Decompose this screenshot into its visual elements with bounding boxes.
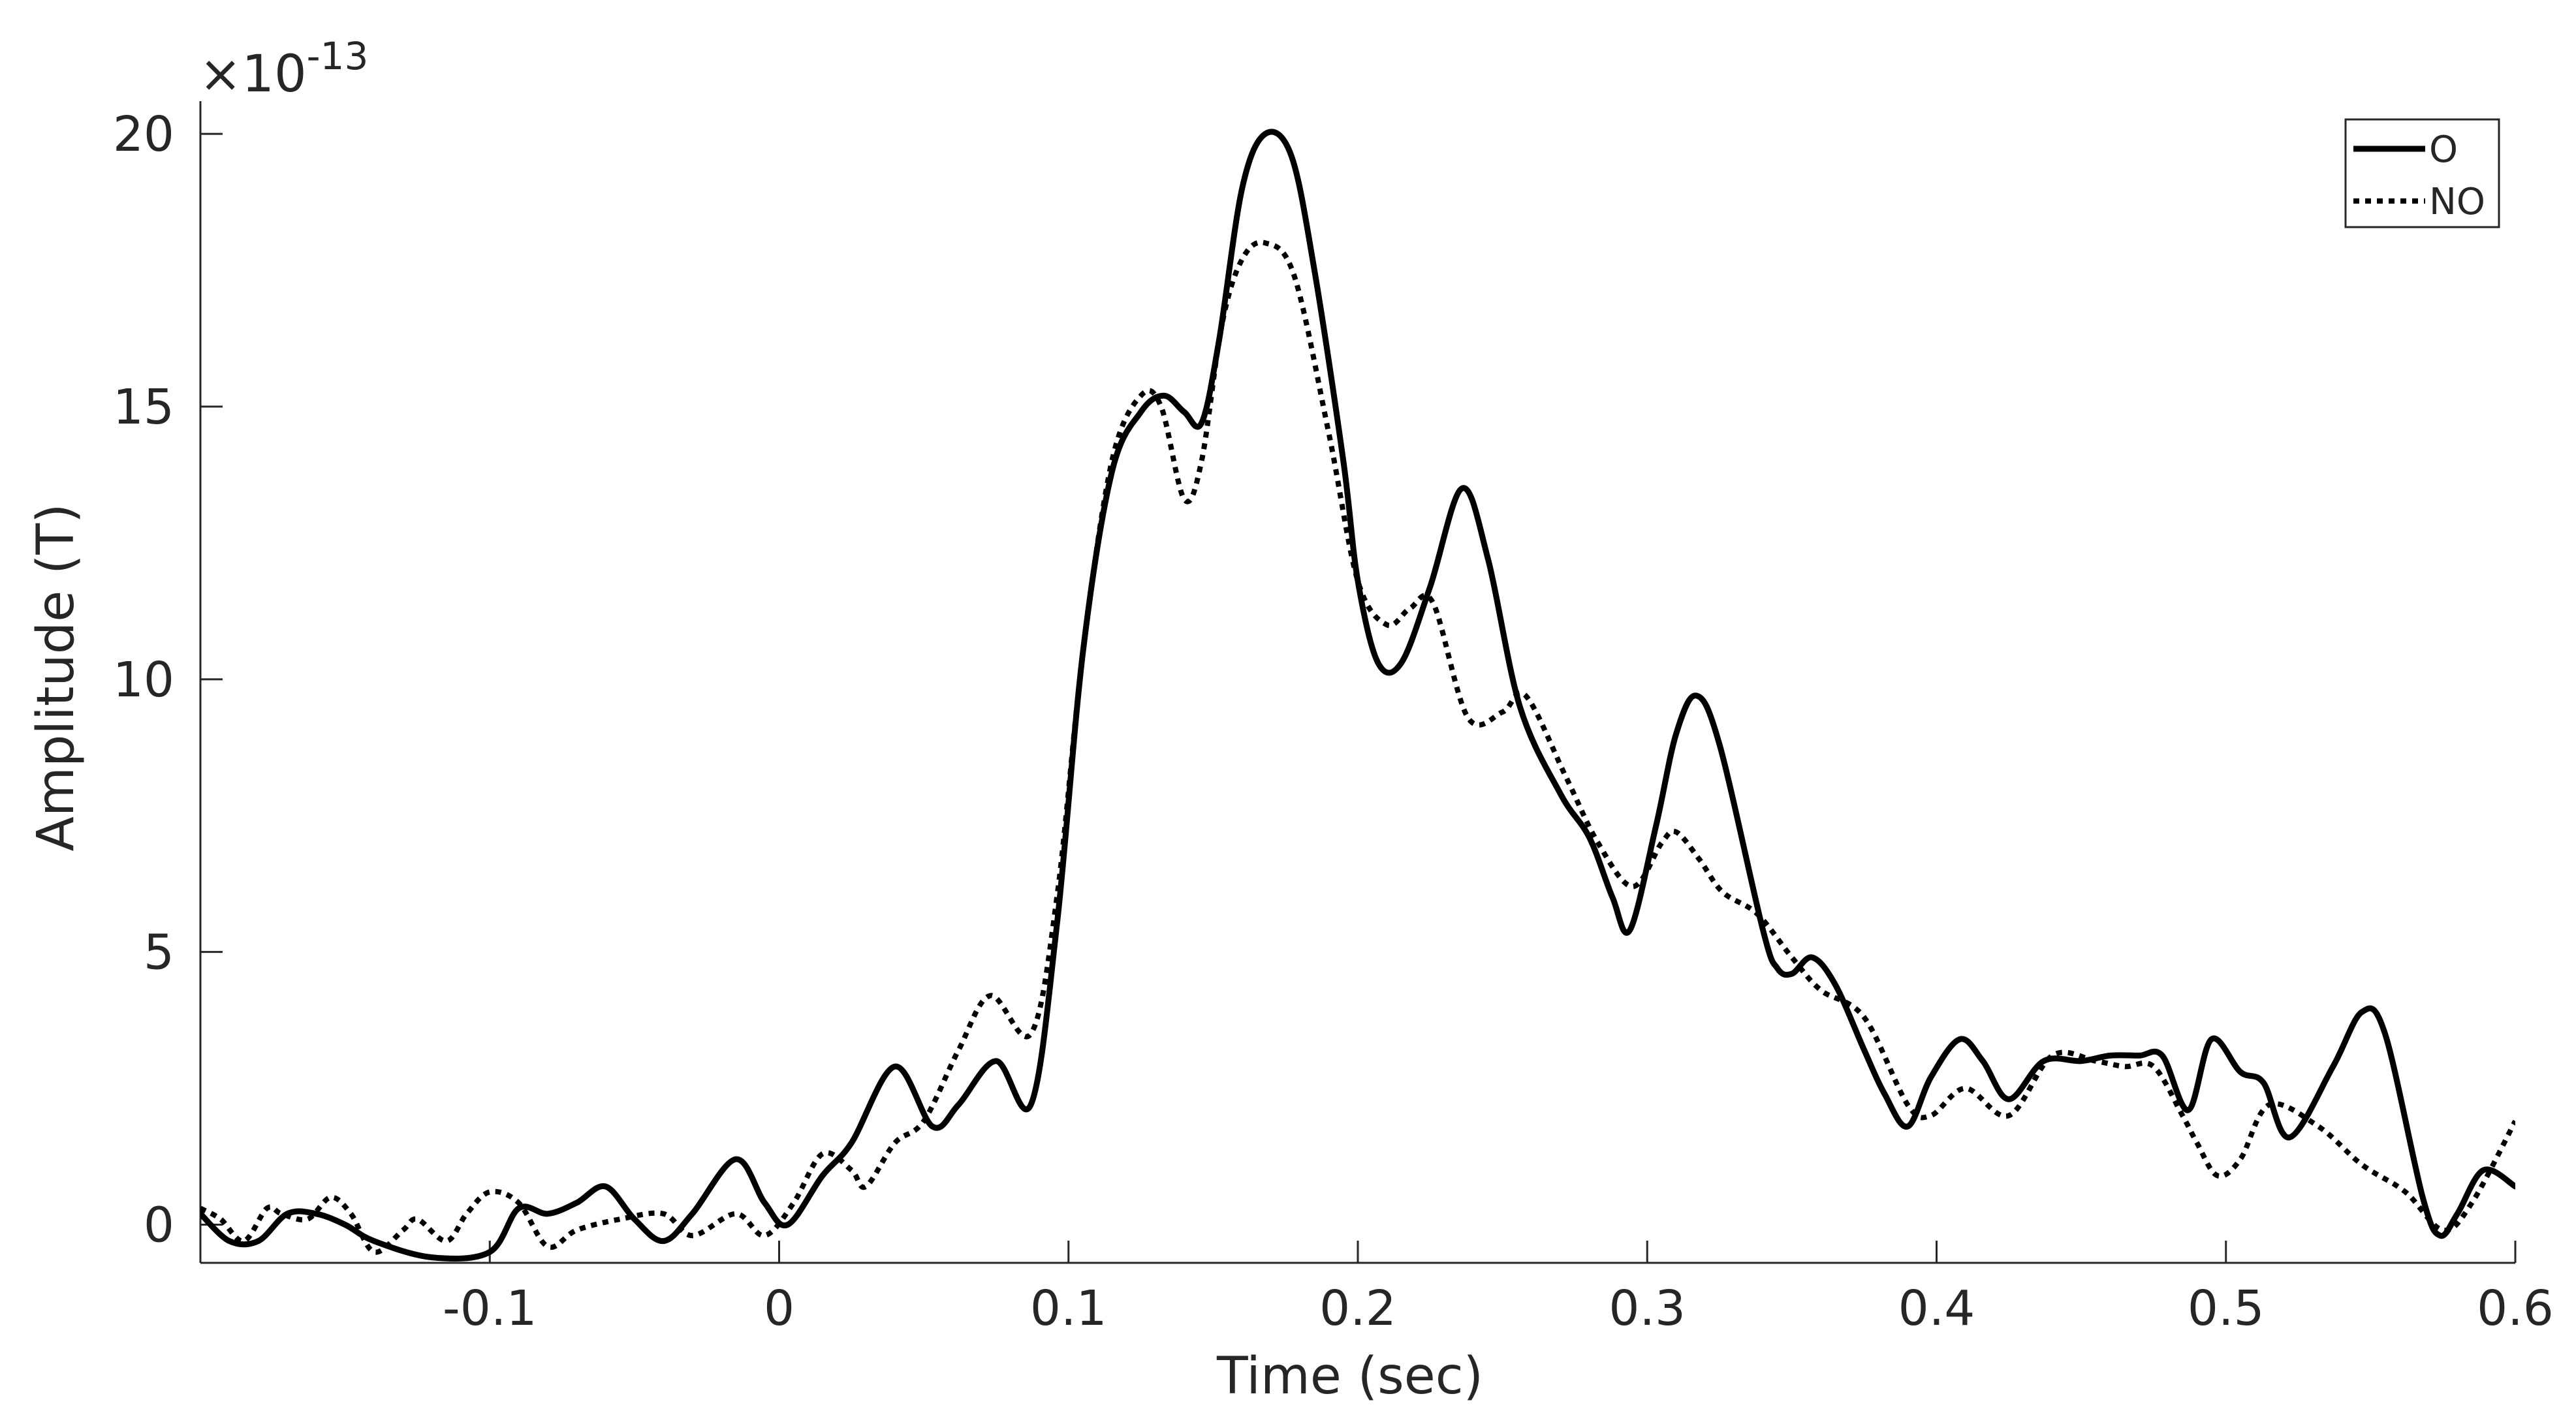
legend: O NO (2344, 118, 2500, 228)
x-tick-label: 0.5 (2188, 1280, 2265, 1337)
x-tick-label: 0.4 (1898, 1280, 1975, 1337)
y-tick-label: 5 (144, 925, 174, 981)
legend-label-o: O (2429, 129, 2458, 171)
legend-box (2344, 118, 2500, 228)
legend-label-no: NO (2429, 181, 2485, 223)
x-tick-label: 0 (764, 1280, 794, 1337)
x-tick-label: 0.1 (1030, 1280, 1107, 1337)
y-tick-label: 10 (113, 652, 174, 708)
series-layer (200, 129, 2515, 1262)
y-tick-label: 0 (144, 1198, 174, 1254)
series-line-o (200, 129, 2515, 1262)
series-line-no (200, 240, 2515, 1255)
y-tick-label: 20 (113, 106, 174, 163)
x-tick-label: 0.6 (2477, 1280, 2554, 1337)
x-tick-label: 0.3 (1609, 1280, 1686, 1337)
y-axis-label: Amplitude (T) (27, 503, 86, 851)
y-axis-exponent: ×10-13 (199, 34, 368, 104)
y-axis-exponent-power: -13 (307, 34, 369, 78)
y-tick-label: 15 (113, 379, 174, 435)
x-axis-label: Time (sec) (1216, 1347, 1483, 1406)
x-tick-label: -0.1 (443, 1280, 537, 1337)
axes: -0.1 0 0.1 0.2 0.3 0.4 0.5 0.6 0 5 10 15 20 (113, 101, 2554, 1337)
x-tick-label: 0.2 (1319, 1280, 1396, 1337)
